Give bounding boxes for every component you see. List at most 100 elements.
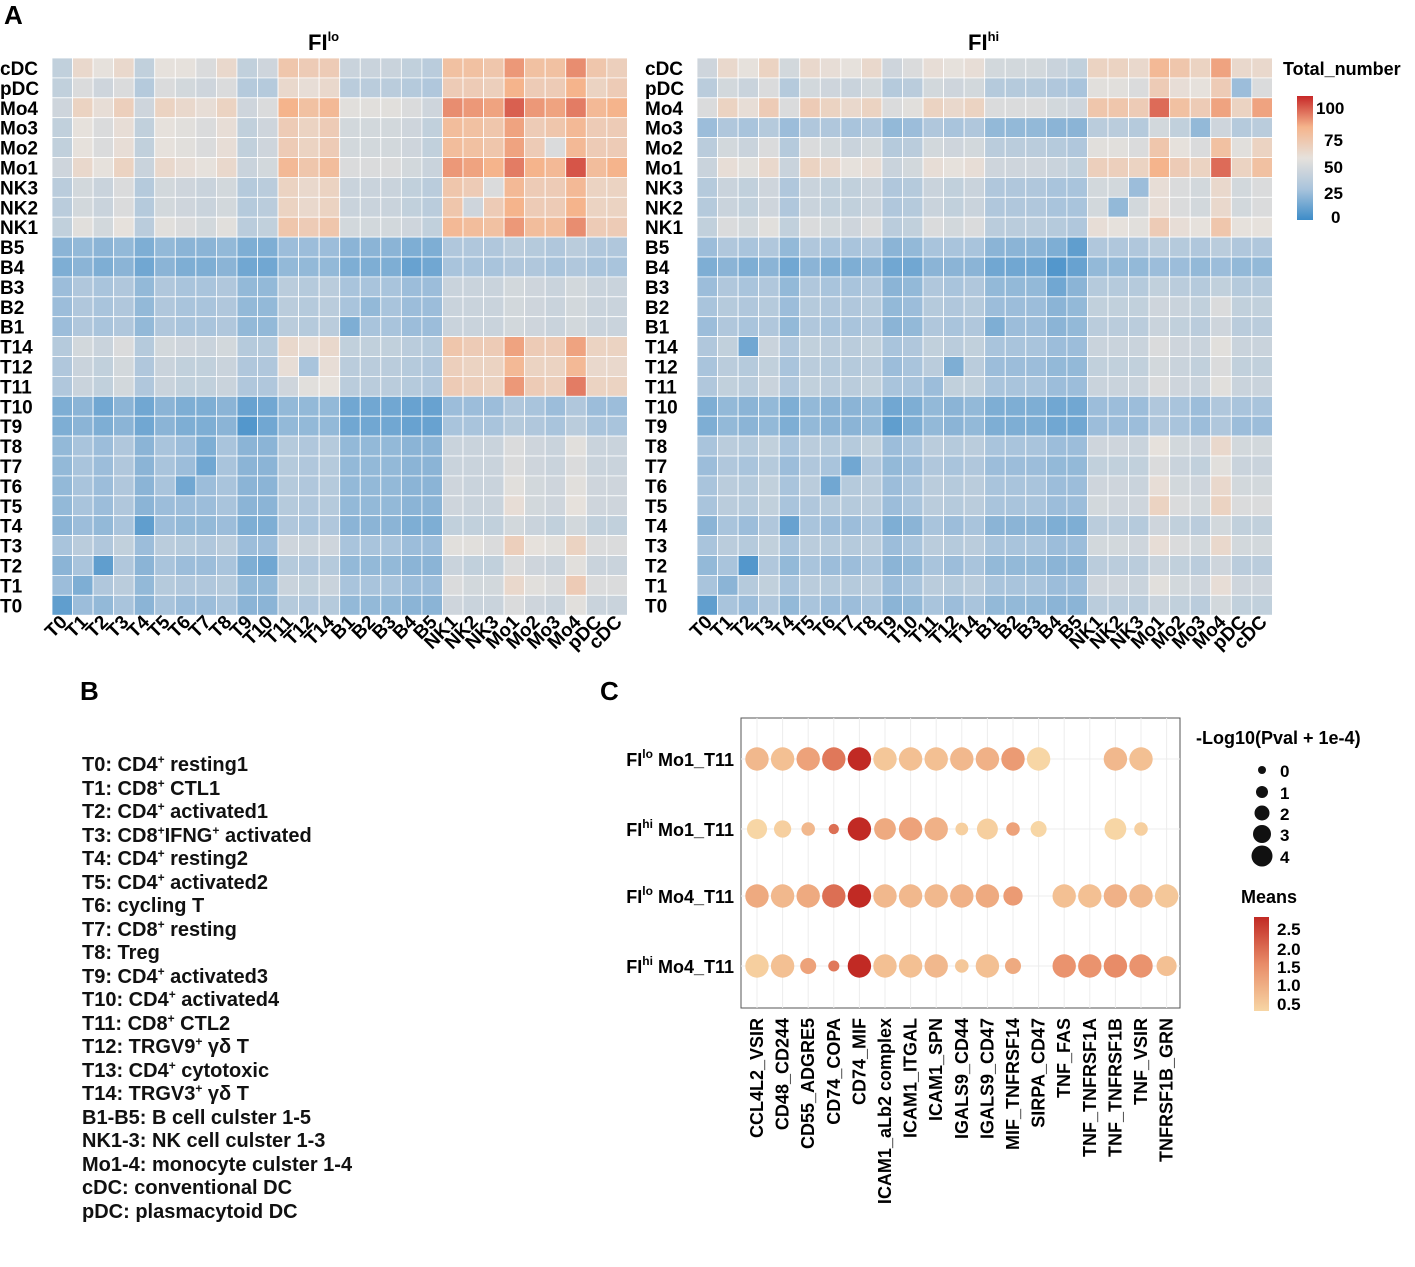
heatmap-cell — [1128, 256, 1150, 278]
cell-type-item: T8: Treg — [82, 942, 502, 966]
heatmap-cell — [257, 356, 279, 377]
heatmap-cell — [861, 117, 883, 138]
heatmap-cell — [92, 475, 115, 497]
heatmap-cell — [483, 236, 505, 258]
heatmap-cell — [1169, 555, 1191, 576]
cell-type-post2: activated — [219, 824, 312, 847]
heatmap-cell — [840, 475, 862, 497]
cell-type-sup: + — [157, 799, 165, 814]
heatmap-cell — [1148, 57, 1171, 79]
heatmap-cell — [840, 415, 862, 437]
heatmap-cell — [154, 495, 176, 517]
heatmap-cell — [318, 435, 341, 457]
heatmap-cell — [1107, 296, 1129, 318]
heatmap-cell — [339, 515, 361, 537]
heatmap-cell — [442, 515, 464, 537]
heatmap-cell — [1128, 555, 1150, 576]
heatmap-cell — [1128, 137, 1150, 158]
heatmap-cell — [943, 495, 965, 517]
heatmap-cell — [1189, 515, 1212, 537]
heatmap-cell — [565, 594, 587, 616]
heatmap-cell — [195, 495, 217, 517]
heatmap-cell — [799, 157, 821, 178]
heatmap-cell — [1087, 375, 1109, 397]
heatmap-cell — [922, 216, 944, 238]
heatmap-cell — [1107, 594, 1129, 616]
heatmap-cell — [257, 415, 279, 437]
heatmap-cell — [963, 236, 986, 258]
heatmap-cell — [565, 535, 587, 556]
heatmap-cell — [819, 415, 842, 437]
dotplot-point — [976, 818, 998, 840]
heatmap-cell — [72, 137, 94, 158]
heatmap-cell — [696, 475, 718, 497]
heatmap-cell — [277, 117, 299, 138]
heatmap-cell — [92, 515, 115, 537]
heatmap-cell — [1066, 475, 1088, 497]
heatmap-row-label: B5 — [645, 238, 670, 259]
means-legend-tick: 1.5 — [1277, 958, 1301, 977]
cell-type-sup: + — [168, 987, 176, 1002]
heatmap-cell — [881, 356, 903, 377]
heatmap-cell — [799, 415, 821, 437]
cell-type-post: resting1 — [164, 754, 248, 776]
heatmap-cell — [195, 515, 217, 537]
heatmap-cell — [565, 455, 587, 477]
heatmap-cell — [984, 435, 1006, 457]
heatmap-cell — [840, 316, 862, 338]
heatmap-cell — [1251, 415, 1273, 437]
cell-type-item: T0: CD4+ resting1 — [82, 753, 502, 778]
heatmap-cell — [421, 594, 443, 616]
heatmap-cell — [861, 515, 883, 537]
heatmap-cell — [717, 176, 739, 198]
heatmap-cell — [195, 117, 217, 138]
heatmap-cell — [758, 475, 780, 497]
heatmap-title: FIhi — [968, 29, 999, 55]
dotplot-point — [873, 884, 897, 908]
heatmap-cell — [400, 555, 423, 576]
heatmap-cell — [442, 455, 464, 477]
heatmap-cell — [922, 77, 944, 99]
heatmap-row-label: T2 — [0, 556, 22, 577]
size-legend-tick: 0 — [1280, 762, 1289, 781]
heatmap-cell — [737, 216, 760, 238]
heatmap-row-label: Mo3 — [0, 119, 38, 140]
heatmap-cell — [421, 415, 443, 437]
heatmap-cell — [902, 415, 924, 437]
heatmap-cell — [778, 77, 801, 99]
heatmap-cell — [902, 455, 924, 477]
heatmap-cell — [257, 555, 279, 576]
dotplot-point — [955, 822, 969, 836]
heatmap-cell — [277, 455, 299, 477]
heatmap-cell — [113, 256, 135, 278]
heatmap-cell — [799, 117, 821, 138]
heatmap-cell — [840, 97, 862, 119]
heatmap-cell — [154, 555, 176, 576]
heatmap-cell — [799, 97, 821, 119]
heatmap-cell — [943, 296, 965, 318]
heatmap-row-label: T4 — [0, 517, 23, 538]
heatmap-cell — [215, 176, 238, 198]
heatmap-cell — [1128, 157, 1150, 178]
heatmap-cell — [359, 495, 382, 517]
heatmap-cell — [174, 216, 197, 238]
heatmap-cell — [72, 575, 94, 596]
heatmap-cell — [1148, 375, 1171, 397]
heatmap-cell — [585, 316, 608, 338]
heatmap-cell — [1230, 395, 1253, 417]
heatmap-cell — [1066, 97, 1088, 119]
heatmap-cell — [902, 375, 924, 397]
heatmap-cell — [277, 216, 299, 238]
heatmap-cell — [861, 336, 883, 357]
heatmap-cell — [840, 176, 862, 198]
heatmap-cell — [380, 296, 402, 318]
heatmap-cell — [421, 455, 443, 477]
heatmap-cell — [298, 236, 320, 258]
heatmap-cell — [400, 594, 423, 616]
heatmap-cell — [1210, 455, 1232, 477]
heatmap-cell — [606, 216, 628, 238]
heatmap-cell — [758, 276, 780, 298]
heatmap-cell — [1025, 296, 1047, 318]
heatmap-cell — [359, 216, 382, 238]
heatmap-cell — [902, 276, 924, 298]
